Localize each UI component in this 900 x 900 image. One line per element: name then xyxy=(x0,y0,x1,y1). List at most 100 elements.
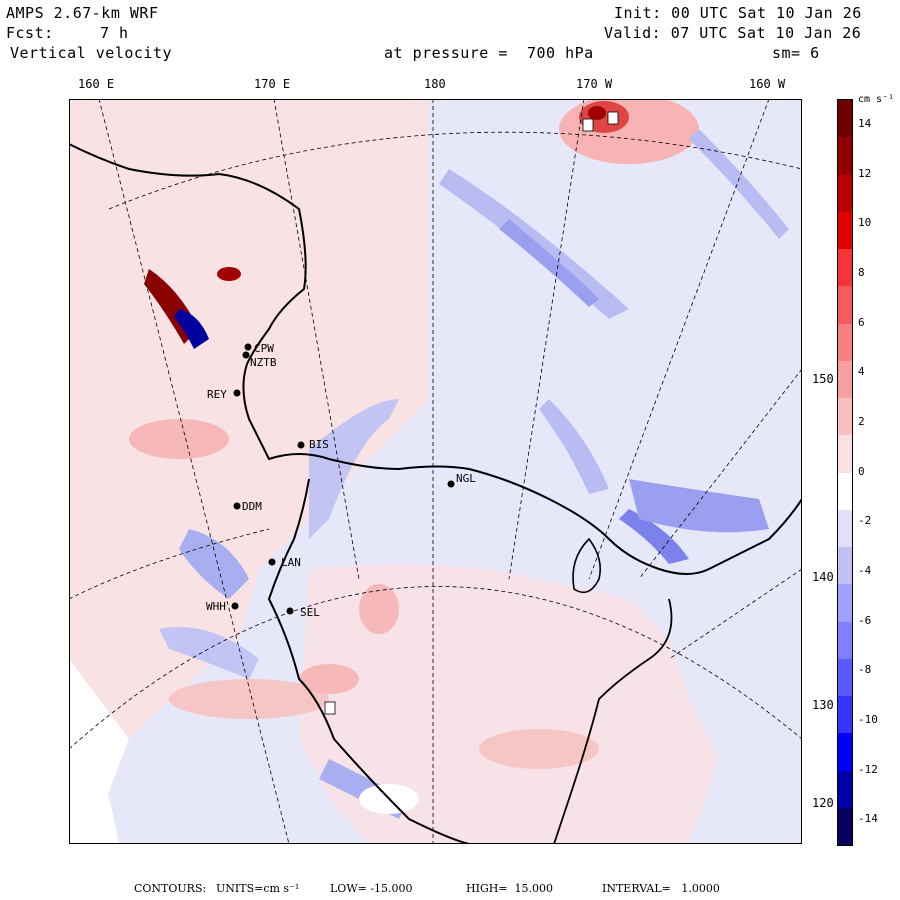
station-dot-bis[interactable] xyxy=(297,441,305,449)
lon-label-170e: 170 E xyxy=(254,77,291,91)
meridian-160e xyxy=(98,99,290,844)
footer-units: UNITS=cm s⁻¹ xyxy=(216,882,300,895)
station-label-ngl: NGL xyxy=(456,472,476,485)
parallel-3 xyxy=(69,586,802,750)
downdraft-band-8 xyxy=(159,627,259,679)
smoothing-value: sm= 6 xyxy=(772,44,820,62)
station-label-rey: REY xyxy=(207,388,227,401)
colorbar-segment xyxy=(838,174,852,212)
station-label-lan: LAN xyxy=(281,556,301,569)
map-frame xyxy=(69,99,802,844)
parallel-1 xyxy=(108,131,802,210)
pink-region-south xyxy=(299,564,719,844)
colorbar-tick-label: 14 xyxy=(858,116,872,130)
colorbar-segment xyxy=(838,323,852,361)
contour-label-box-2 xyxy=(607,111,619,125)
footer-contours-label: CONTOURS: xyxy=(134,882,207,895)
colorbar-tick-label: -12 xyxy=(858,762,878,776)
colorbar-segment xyxy=(838,696,852,734)
meridian-140w xyxy=(668,568,802,660)
colorbar-tick-label: 8 xyxy=(858,265,865,279)
station-label-bis: BIS xyxy=(309,438,329,451)
station-label-nztb: NZTB xyxy=(250,356,277,369)
colorbar-segment xyxy=(838,137,852,175)
pink-region-west xyxy=(69,99,429,759)
colorbar-segment xyxy=(838,807,852,845)
grounding-line xyxy=(553,598,673,844)
colorbar-segment xyxy=(838,509,852,547)
colorbar-segment xyxy=(838,211,852,249)
colorbar-tick-label: 4 xyxy=(858,365,865,379)
roosevelt-island xyxy=(572,537,602,594)
colorbar-tick-label: -14 xyxy=(858,812,878,826)
contour-label-box-1 xyxy=(582,118,594,132)
station-label-whh: WHH xyxy=(206,600,226,613)
colorbar-segment xyxy=(838,249,852,287)
station-dot-nztb[interactable] xyxy=(242,351,250,359)
downdraft-band-6 xyxy=(309,399,399,539)
colorbar-segment xyxy=(838,547,852,585)
model-title: AMPS 2.67-km WRF xyxy=(6,4,159,22)
field-name: Vertical velocity xyxy=(10,44,173,62)
station-dot-cpw[interactable] xyxy=(244,343,252,351)
footer-low: LOW= -15.000 xyxy=(330,882,413,895)
station-markers xyxy=(231,343,455,615)
colorbar-segment xyxy=(838,621,852,659)
updraft-patch-3 xyxy=(169,679,329,719)
updraft-patch-1 xyxy=(129,419,229,459)
init-time: Init: 00 UTC Sat 10 Jan 26 xyxy=(614,4,862,22)
colorbar-tick-label: -4 xyxy=(858,563,872,577)
colorbar-segment xyxy=(838,360,852,398)
station-label-ddm: DDM xyxy=(242,500,262,513)
colorbar-segment xyxy=(838,398,852,436)
meridian-170w xyxy=(508,99,585,580)
updraft-patch-2 xyxy=(359,584,399,634)
lon-label-160e: 160 E xyxy=(78,77,115,91)
pressure-level: at pressure = 700 hPa xyxy=(384,44,594,62)
graticule xyxy=(69,99,802,844)
colorbar-tick-label: -2 xyxy=(858,514,872,528)
updraft-patch-4 xyxy=(479,729,599,769)
colorbar-segment xyxy=(838,770,852,808)
vertical-velocity-map xyxy=(69,99,802,844)
station-dot-ddm[interactable] xyxy=(233,502,241,510)
colorbar-segment xyxy=(838,472,852,510)
coastline xyxy=(69,143,802,575)
downdraft-band-4 xyxy=(539,399,609,494)
updraft-cell-vl xyxy=(217,267,241,281)
colorbar-segment xyxy=(838,733,852,771)
lon-label-160w: 160 W xyxy=(749,77,786,91)
colorbar-tick-label: -10 xyxy=(858,712,878,726)
forecast-hour: 7 h xyxy=(100,24,129,42)
footer-interval: INTERVAL= 1.0000 xyxy=(602,882,720,895)
contour-labels xyxy=(324,111,619,715)
station-dot-whh[interactable] xyxy=(231,602,239,610)
forecast-label: Fcst: xyxy=(6,24,54,42)
meridian-170e xyxy=(273,99,360,580)
colorbar-unit: cm s⁻¹ xyxy=(858,94,895,105)
lon-label-180: 180 xyxy=(424,77,446,91)
colorbar-tick-label: 6 xyxy=(858,315,865,329)
downdraft-band-2 xyxy=(499,219,599,307)
station-dot-sel[interactable] xyxy=(286,607,294,615)
updraft-peak-ne xyxy=(588,106,606,120)
contour-label-box-3 xyxy=(324,701,336,715)
station-dot-lan[interactable] xyxy=(268,558,276,566)
mixed-region-coast xyxy=(629,479,769,533)
meridian-160w xyxy=(588,99,770,580)
strong-downdraft-vl xyxy=(174,309,209,349)
colorbar-tick-label: 2 xyxy=(858,414,865,428)
colorbar-segment xyxy=(838,286,852,324)
no-data-corner-2 xyxy=(69,689,119,844)
colorbar-segment xyxy=(838,100,852,138)
colorbar-segment xyxy=(838,584,852,622)
colorbar-segment xyxy=(838,435,852,473)
downdraft-band-3 xyxy=(689,129,789,239)
meridian-150w xyxy=(638,368,802,580)
lon-label-170w: 170 W xyxy=(576,77,613,91)
colorbar-tick-label: 12 xyxy=(858,166,872,180)
station-dot-ngl[interactable] xyxy=(447,480,455,488)
station-dot-rey[interactable] xyxy=(233,389,241,397)
downdraft-band-5 xyxy=(619,509,689,564)
station-label-sel: SEL xyxy=(300,606,320,619)
